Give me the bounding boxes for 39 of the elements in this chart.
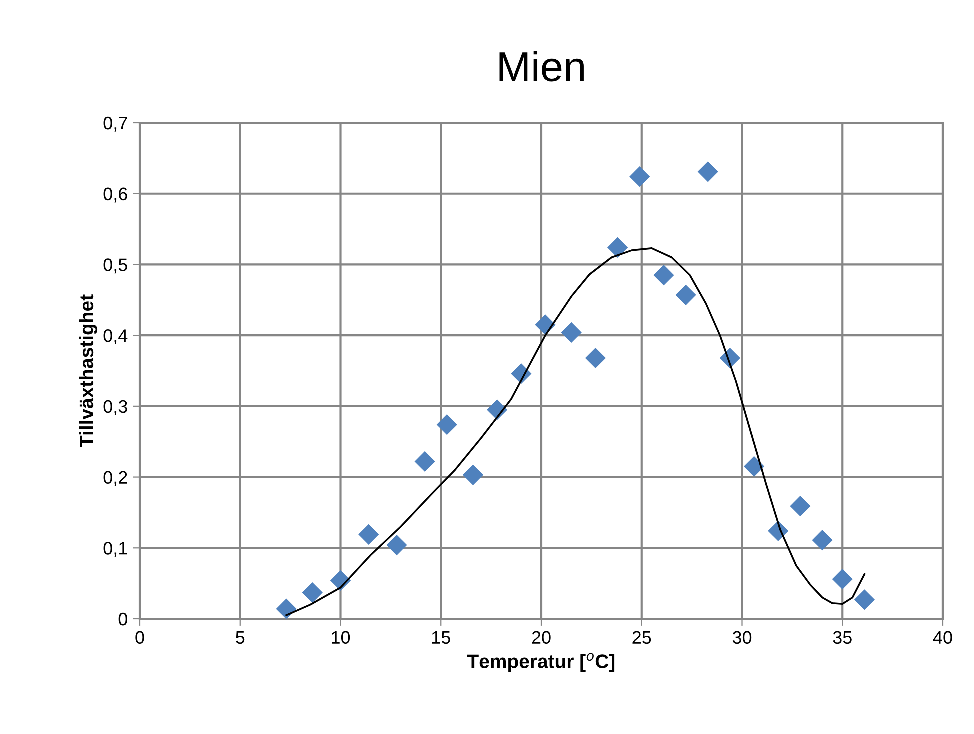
point bbox=[654, 265, 674, 286]
point bbox=[414, 451, 436, 472]
y-tick-label: 0,3 bbox=[104, 400, 128, 416]
x-tick-label: 5 bbox=[236, 631, 245, 644]
x-axis-title: Temperatur [$^{o}$C] bbox=[467, 653, 615, 672]
x-tick-label: 15 bbox=[432, 631, 450, 644]
x-tick-label: 35 bbox=[833, 631, 852, 644]
y-tick-label: 0,5 bbox=[104, 258, 128, 274]
x-tick-label: 40 bbox=[933, 631, 952, 644]
y-tick-label: 0,2 bbox=[104, 471, 128, 486]
point bbox=[790, 496, 811, 517]
point bbox=[744, 456, 765, 477]
point bbox=[832, 569, 853, 590]
point bbox=[462, 464, 484, 486]
point bbox=[386, 535, 408, 556]
point bbox=[812, 530, 833, 551]
point bbox=[630, 166, 650, 188]
x-tick-label: 30 bbox=[732, 631, 752, 644]
point bbox=[436, 414, 458, 436]
x-tick-label: 10 bbox=[332, 631, 350, 644]
chart-title: Mien bbox=[500, 51, 584, 82]
y-tick-label: 0,7 bbox=[104, 116, 128, 132]
point bbox=[676, 284, 696, 306]
y-tick-label: 0 bbox=[118, 612, 128, 626]
point bbox=[698, 162, 718, 182]
x-tick-label: 0 bbox=[136, 631, 144, 644]
point bbox=[561, 322, 582, 344]
point bbox=[302, 582, 323, 604]
point bbox=[585, 348, 606, 369]
y-tick-label: 0,6 bbox=[104, 188, 128, 203]
y-tick-label: 0,1 bbox=[104, 542, 128, 557]
x-tick-label: 20 bbox=[532, 631, 551, 644]
y-axis-title: Tillväxthastighet bbox=[79, 294, 98, 448]
point bbox=[607, 237, 628, 258]
y-tick-label: 0,4 bbox=[104, 330, 128, 344]
point bbox=[854, 590, 876, 610]
x-tick-label: 25 bbox=[632, 631, 652, 644]
point bbox=[276, 598, 297, 619]
point bbox=[358, 524, 380, 545]
